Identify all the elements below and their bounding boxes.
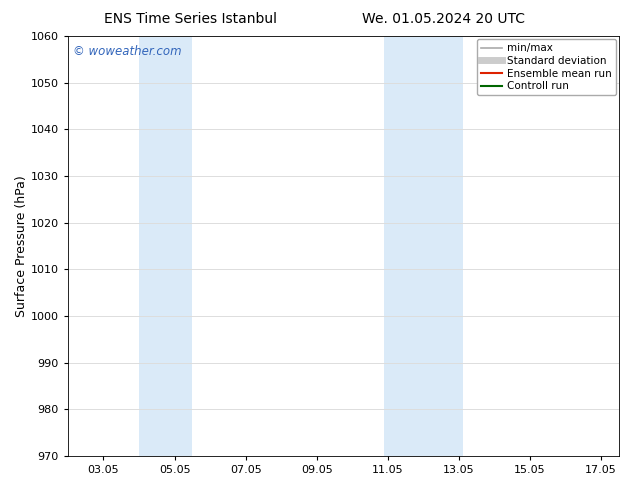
Bar [139,36,192,456]
Text: ENS Time Series Istanbul: ENS Time Series Istanbul [104,12,276,26]
Text: © woweather.com: © woweather.com [74,45,182,57]
Text: We. 01.05.2024 20 UTC: We. 01.05.2024 20 UTC [362,12,526,26]
Bar [384,36,463,456]
Y-axis label: Surface Pressure (hPa): Surface Pressure (hPa) [15,175,28,317]
Legend: min/max, Standard deviation, Ensemble mean run, Controll run: min/max, Standard deviation, Ensemble me… [477,39,616,96]
